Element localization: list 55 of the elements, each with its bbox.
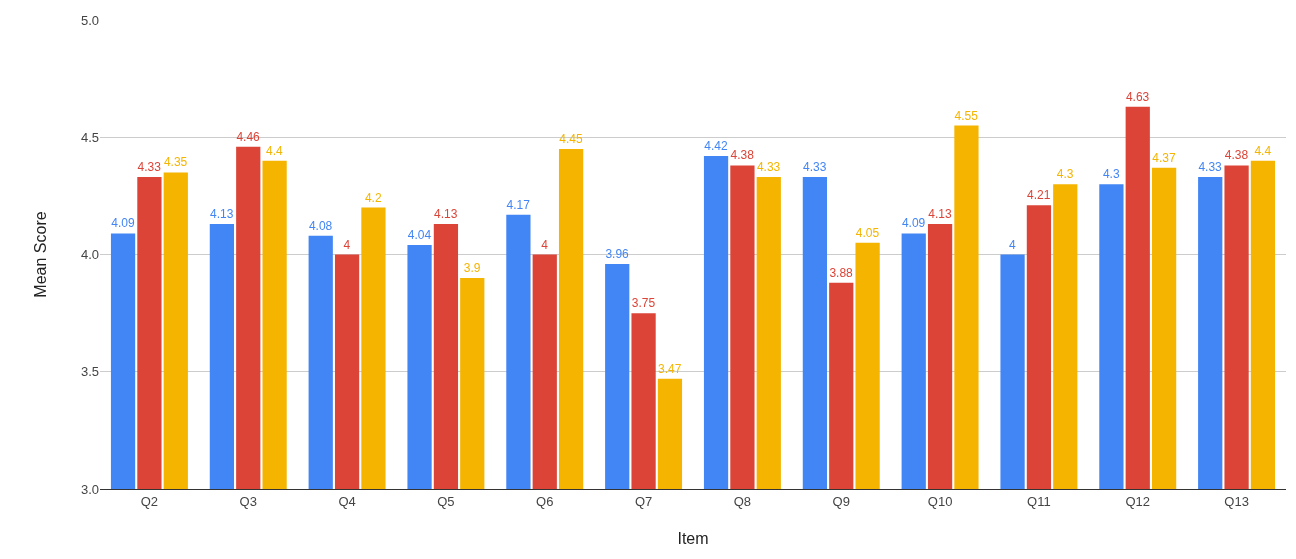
data-label: 3.88 <box>829 265 854 280</box>
data-label: 4.2 <box>364 190 382 205</box>
data-label: 3.75 <box>631 296 656 311</box>
data-label: 4.08 <box>308 218 333 233</box>
x-tick-label: Q7 <box>634 493 653 509</box>
data-label: 4.21 <box>1027 188 1051 203</box>
y-axis-title: Mean Score <box>31 211 49 298</box>
x-tick-label: Q11 <box>1027 493 1051 509</box>
data-label: 3.47 <box>658 361 682 376</box>
data-label: 4.35 <box>163 155 188 170</box>
x-tick-label: Q5 <box>437 493 455 509</box>
x-tick-label: Q2 <box>140 493 159 509</box>
x-tick-label: Q10 <box>927 493 953 509</box>
data-label: 4 <box>343 237 351 252</box>
x-axis-title: Item <box>677 530 709 548</box>
x-tick-label: Q9 <box>832 493 850 509</box>
x-tick-label: Q8 <box>733 493 752 509</box>
data-label: 4.05 <box>855 225 880 240</box>
data-label: 4.33 <box>1198 160 1223 175</box>
data-label: 3.9 <box>463 260 481 275</box>
x-tick-label: Q3 <box>239 493 257 509</box>
data-label: 4.3 <box>1102 167 1120 182</box>
x-tick-label: Q4 <box>338 493 356 509</box>
data-label: 4.3 <box>1056 167 1074 182</box>
y-tick-label: 4.0 <box>80 247 99 263</box>
data-label: 4.46 <box>236 129 261 144</box>
data-label: 4.38 <box>730 148 755 163</box>
data-label: 4.45 <box>559 131 583 146</box>
data-label: 4.13 <box>928 207 952 222</box>
y-tick-label: 3.5 <box>80 364 99 380</box>
data-label: 4.4 <box>266 143 284 158</box>
data-label: 4.09 <box>111 216 135 231</box>
data-label: 4.42 <box>704 139 728 154</box>
x-tick-label: Q6 <box>536 493 554 509</box>
data-label: 4.4 <box>1254 143 1272 158</box>
data-label: 4.55 <box>954 108 979 123</box>
x-tick-label: Q12 <box>1125 493 1151 509</box>
data-label: 4 <box>541 237 549 252</box>
data-label: 4.09 <box>901 216 926 231</box>
data-label: 4.33 <box>137 160 162 175</box>
data-label: 4.63 <box>1125 89 1150 104</box>
data-label: 4 <box>1009 237 1017 252</box>
data-label: 3.96 <box>605 246 630 261</box>
data-label: 4.33 <box>803 160 827 175</box>
data-label: 4.13 <box>210 207 234 222</box>
data-label: 4.33 <box>756 160 781 175</box>
data-label: 4.37 <box>1152 150 1176 165</box>
y-tick-label: 4.5 <box>80 129 99 145</box>
data-label: 4.38 <box>1224 148 1249 163</box>
y-tick-label: 3.0 <box>80 481 99 497</box>
data-label: 4.04 <box>407 228 432 243</box>
data-label: 4.13 <box>434 207 458 222</box>
y-tick-label: 5.0 <box>80 12 99 28</box>
x-tick-label: Q13 <box>1224 493 1249 509</box>
data-label: 4.17 <box>506 197 531 212</box>
